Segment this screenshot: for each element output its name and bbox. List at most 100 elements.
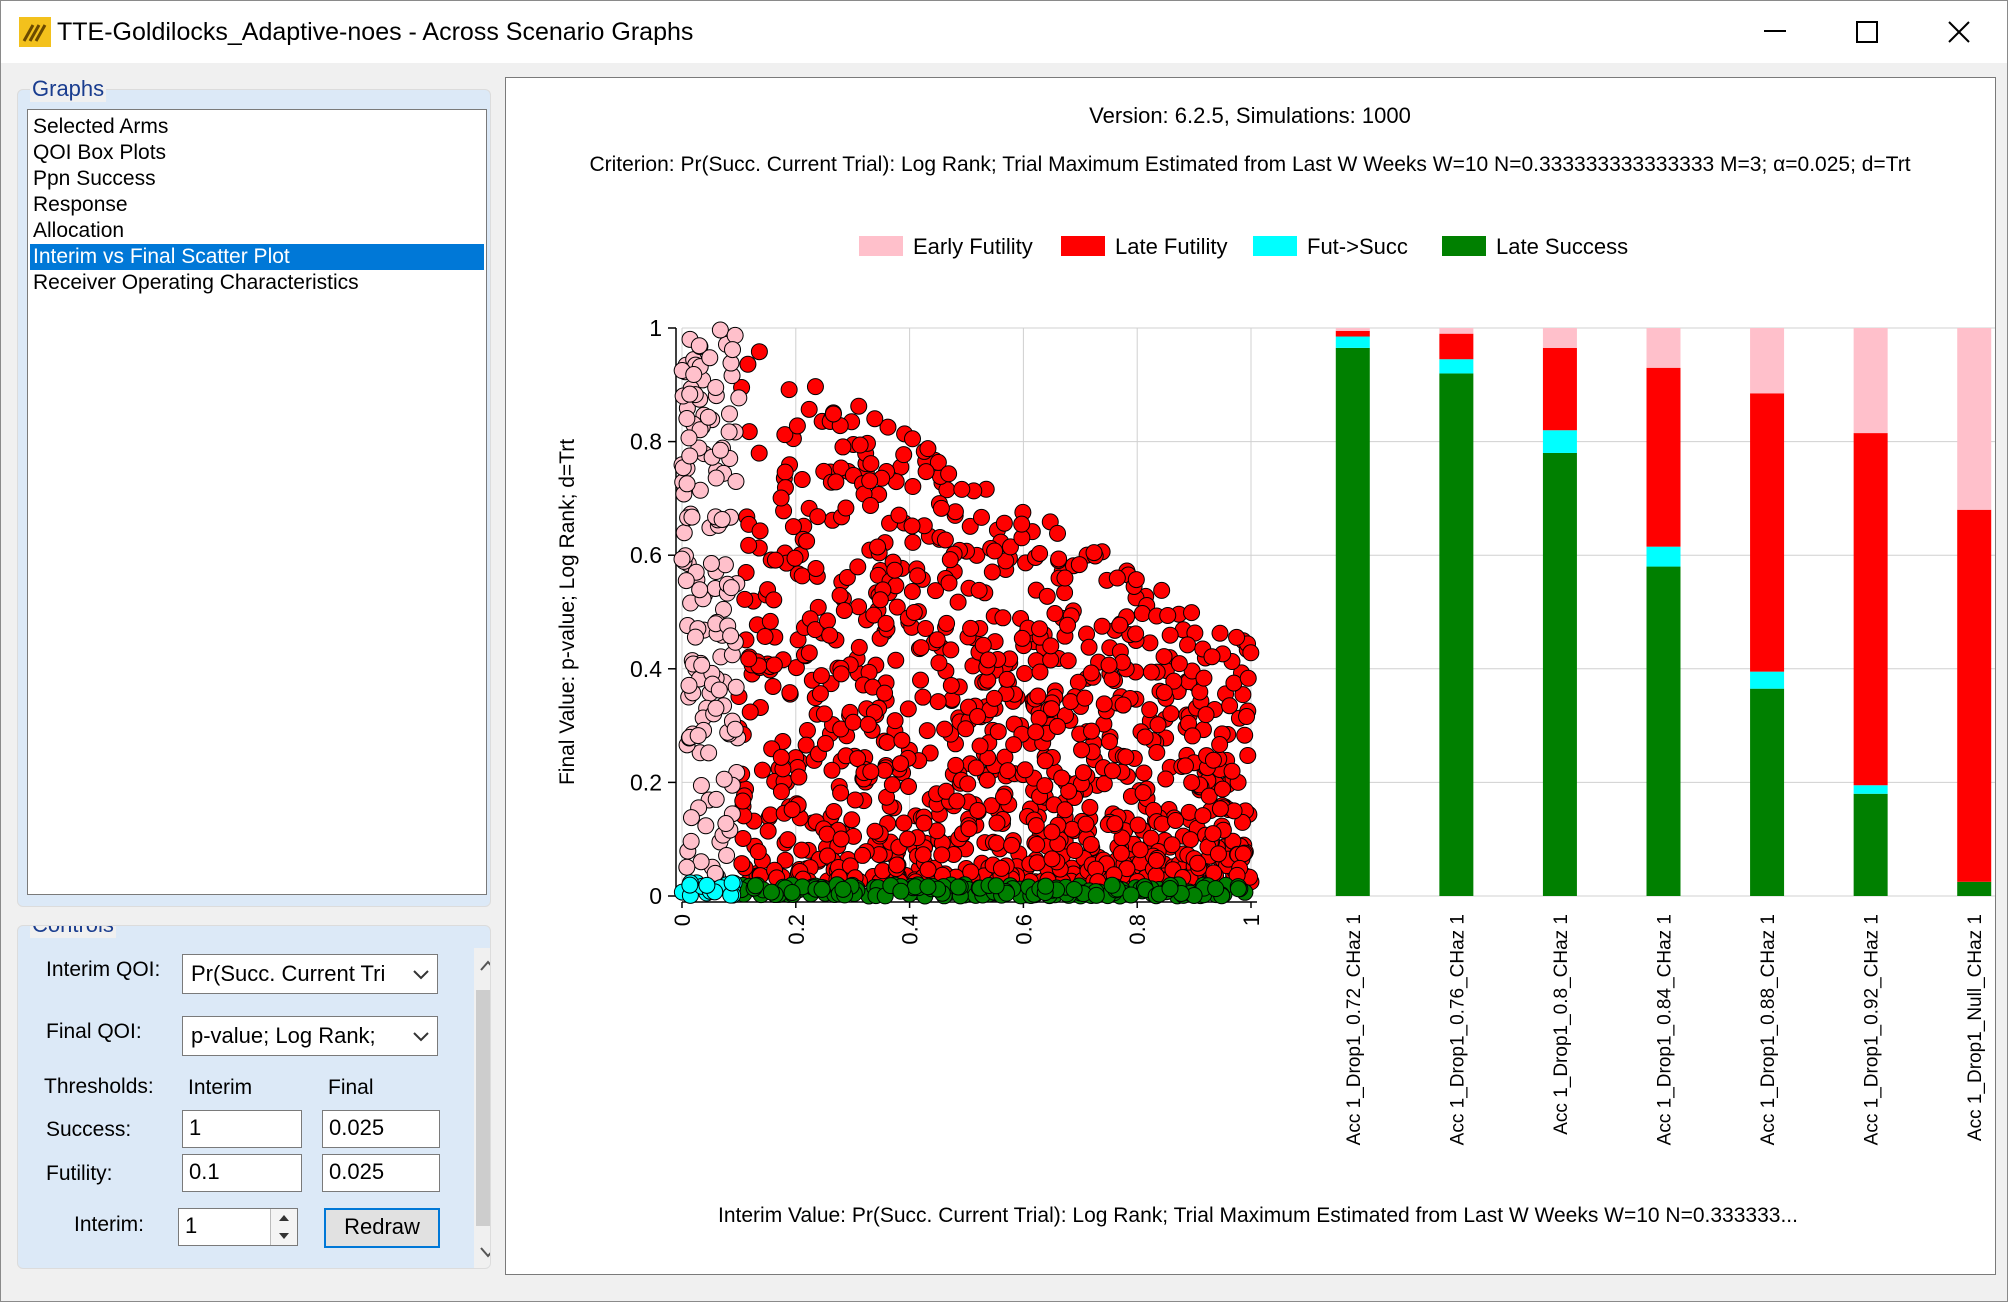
late-futility-point bbox=[1141, 701, 1159, 719]
controls-group: Controls Interim QOI: Pr(Succ. Current T… bbox=[17, 925, 491, 1269]
late-futility-point bbox=[969, 801, 987, 819]
scroll-down-icon[interactable] bbox=[480, 1246, 491, 1258]
late-futility-point bbox=[851, 436, 869, 454]
scroll-up-icon[interactable] bbox=[480, 960, 491, 972]
bar-segment bbox=[1957, 881, 1992, 896]
y-axis-title: Final Value: p-value; Log Rank; d=Trt bbox=[556, 439, 579, 785]
early-futility-point bbox=[730, 389, 748, 407]
early-futility-point bbox=[689, 727, 707, 745]
late-futility-point bbox=[1016, 761, 1034, 779]
interim-qoi-dropdown[interactable]: Pr(Succ. Current Tri bbox=[182, 954, 438, 994]
x-tick-label: 0.6 bbox=[1011, 914, 1036, 945]
late-futility-point bbox=[1131, 841, 1149, 859]
final-qoi-value: p-value; Log Rank; bbox=[191, 1023, 376, 1048]
bar-segment bbox=[1542, 452, 1577, 896]
early-futility-point bbox=[713, 510, 731, 528]
late-futility-point bbox=[912, 639, 930, 657]
early-futility-point bbox=[717, 815, 735, 833]
bar-category-label: Acc 1_Drop1_0.88_CHaz 1 bbox=[1758, 914, 1779, 1145]
late-futility-point bbox=[1234, 845, 1252, 863]
graph-list-item[interactable]: Ppn Success bbox=[33, 167, 156, 190]
late-futility-point bbox=[1028, 854, 1046, 872]
futility-interim-input[interactable]: 0.1 bbox=[182, 1154, 302, 1192]
futility-final-input[interactable]: 0.025 bbox=[322, 1154, 440, 1192]
late-futility-point bbox=[914, 846, 932, 864]
late-futility-point bbox=[1056, 584, 1074, 602]
chevron-down-icon bbox=[413, 1032, 429, 1042]
interim-stepper[interactable]: 1 bbox=[178, 1208, 298, 1246]
final-qoi-dropdown[interactable]: p-value; Log Rank; bbox=[182, 1016, 438, 1056]
early-futility-point bbox=[680, 429, 698, 447]
graph-list-item[interactable]: Response bbox=[33, 193, 128, 216]
bar-segment bbox=[1542, 347, 1577, 431]
early-futility-point bbox=[710, 681, 728, 699]
late-futility-point bbox=[1236, 726, 1254, 744]
late-futility-point bbox=[1076, 689, 1094, 707]
late-futility-point bbox=[1066, 842, 1084, 860]
late-futility-point bbox=[1005, 736, 1023, 754]
late-futility-point bbox=[1111, 616, 1129, 634]
late-futility-point bbox=[1095, 695, 1113, 713]
x-tick-label: 1 bbox=[1239, 914, 1264, 926]
late-futility-point bbox=[1211, 736, 1229, 754]
late-futility-point bbox=[750, 343, 768, 361]
late-futility-point bbox=[739, 355, 757, 373]
bar-segment bbox=[1750, 671, 1785, 689]
late-futility-point bbox=[1013, 515, 1031, 533]
late-futility-point bbox=[972, 508, 990, 526]
minimize-button[interactable] bbox=[1729, 1, 1821, 63]
graph-list-item[interactable]: Interim vs Final Scatter Plot bbox=[30, 244, 484, 270]
late-futility-point bbox=[1211, 800, 1229, 818]
title-bar[interactable]: TTE-Goldilocks_Adaptive-noes - Across Sc… bbox=[1, 1, 2007, 63]
late-futility-point bbox=[1053, 769, 1071, 787]
late-success-point bbox=[1065, 880, 1083, 898]
late-futility-point bbox=[1042, 700, 1060, 718]
late-success-point bbox=[1229, 880, 1247, 898]
late-futility-point bbox=[899, 700, 917, 718]
controls-scrollbar[interactable] bbox=[474, 948, 491, 1268]
late-futility-point bbox=[850, 598, 868, 616]
late-futility-point bbox=[1142, 663, 1160, 681]
late-futility-point bbox=[1183, 773, 1201, 791]
late-futility-point bbox=[967, 759, 985, 777]
late-futility-point bbox=[1029, 687, 1047, 705]
bar-segment bbox=[1957, 328, 1992, 510]
late-futility-point bbox=[756, 627, 774, 645]
graph-list-item[interactable]: Receiver Operating Characteristics bbox=[33, 271, 359, 294]
maximize-button[interactable] bbox=[1821, 1, 1913, 63]
late-futility-point bbox=[734, 829, 752, 847]
late-futility-point bbox=[779, 831, 797, 849]
bar-category-label: Acc 1_Drop1_0.72_CHaz 1 bbox=[1344, 914, 1365, 1145]
late-futility-point bbox=[926, 582, 944, 600]
late-futility-point bbox=[809, 508, 827, 526]
late-futility-point bbox=[1036, 752, 1054, 770]
success-final-input[interactable]: 0.025 bbox=[322, 1110, 440, 1148]
early-futility-point bbox=[678, 858, 696, 876]
early-futility-point bbox=[681, 385, 699, 403]
interim-spin-buttons bbox=[270, 1209, 297, 1245]
graph-list-item[interactable]: Allocation bbox=[33, 219, 125, 242]
early-futility-point bbox=[726, 326, 744, 344]
graph-list-item[interactable]: QOI Box Plots bbox=[33, 141, 167, 164]
close-button[interactable] bbox=[1913, 1, 2005, 63]
late-futility-point bbox=[1074, 764, 1092, 782]
late-futility-point bbox=[1234, 686, 1252, 704]
late-futility-point bbox=[869, 538, 887, 556]
early-futility-point bbox=[673, 550, 691, 568]
late-futility-point bbox=[1214, 780, 1232, 798]
early-futility-point bbox=[685, 366, 703, 384]
late-futility-point bbox=[899, 830, 917, 848]
late-futility-point bbox=[850, 397, 868, 415]
success-interim-input[interactable]: 1 bbox=[182, 1110, 302, 1148]
scrollbar-thumb[interactable] bbox=[476, 990, 490, 1226]
spin-down-button[interactable] bbox=[271, 1227, 297, 1245]
late-futility-point bbox=[751, 522, 769, 540]
bar-segment bbox=[1853, 785, 1888, 794]
redraw-button[interactable]: Redraw bbox=[324, 1208, 440, 1248]
spin-up-button[interactable] bbox=[271, 1209, 297, 1228]
graph-list-item[interactable]: Selected Arms bbox=[33, 115, 169, 138]
early-futility-point bbox=[707, 699, 725, 717]
graphs-listbox[interactable]: Selected Arms QOI Box Plots Ppn Success Res… bbox=[27, 109, 487, 895]
late-futility-point bbox=[815, 705, 833, 723]
late-futility-point bbox=[866, 822, 884, 840]
